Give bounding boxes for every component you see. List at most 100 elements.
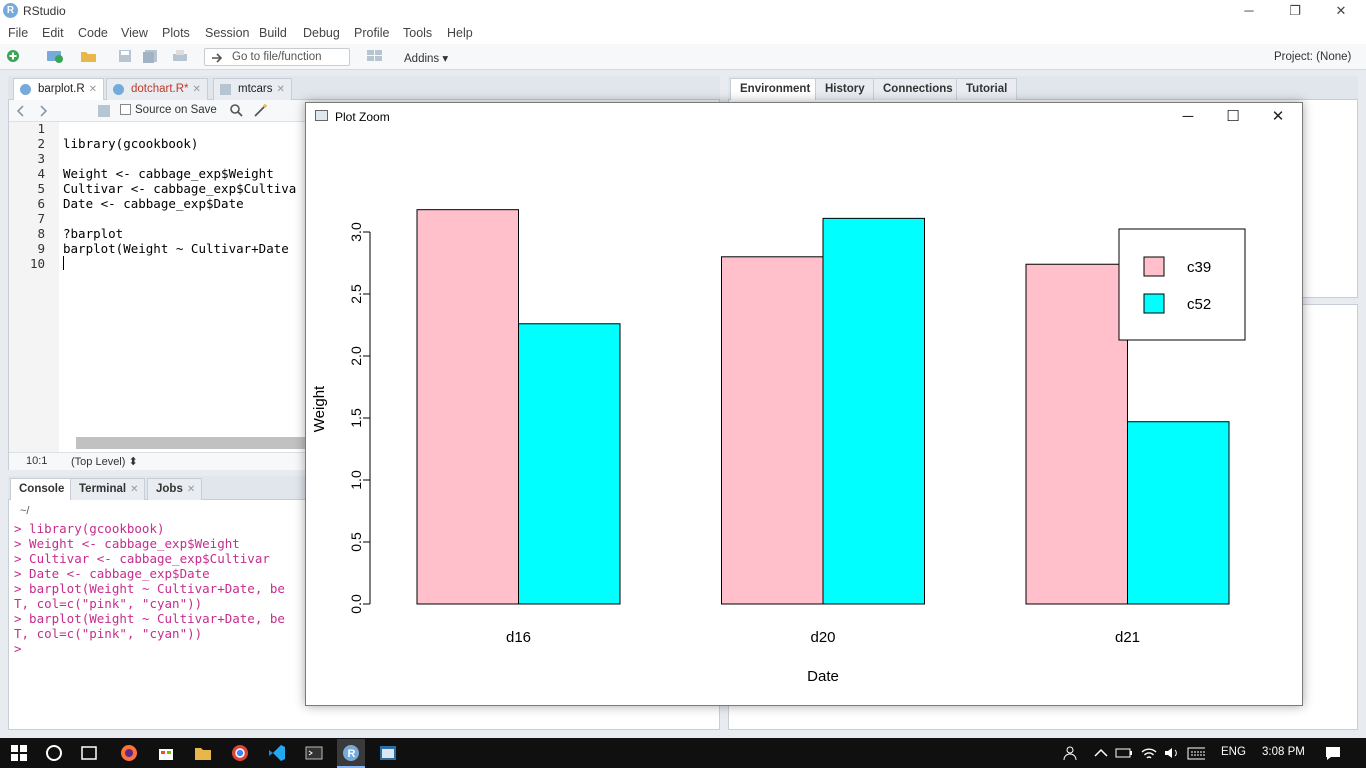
menu-plots[interactable]: Plots (162, 26, 190, 40)
print-icon[interactable] (172, 49, 188, 63)
menu-help[interactable]: Help (447, 26, 473, 40)
tab-environment[interactable]: Environment (730, 78, 821, 100)
line-number: 5 (37, 181, 45, 196)
tab-terminal[interactable]: Terminal ✕ (70, 478, 146, 500)
line-number: 3 (37, 151, 45, 166)
windows-start-icon[interactable] (10, 744, 28, 762)
menu-build[interactable]: Build (259, 26, 287, 40)
menu-edit[interactable]: Edit (42, 26, 64, 40)
search-icon[interactable] (229, 103, 243, 117)
input-language[interactable]: ENG (1221, 746, 1246, 758)
legend-label-c39: c39 (1187, 259, 1211, 276)
search-icon[interactable] (45, 744, 63, 762)
menu-debug[interactable]: Debug (303, 26, 340, 40)
tab-connections[interactable]: Connections (873, 78, 963, 100)
close-icon[interactable]: ✕ (276, 84, 285, 95)
save-all-icon[interactable] (142, 49, 158, 63)
legend-swatch-c39 (1143, 256, 1165, 277)
tab-history[interactable]: History (815, 78, 875, 100)
people-icon[interactable] (1062, 744, 1080, 762)
line-number-gutter (9, 122, 59, 452)
new-project-icon[interactable] (46, 49, 63, 63)
battery-icon[interactable] (1115, 744, 1133, 762)
tab-label: dotchart.R* (131, 83, 189, 95)
plot-close-button[interactable]: ✕ (1271, 108, 1285, 125)
back-forward-icon[interactable] (17, 105, 47, 117)
tab-jobs[interactable]: Jobs ✕ (147, 478, 203, 500)
terminal-icon[interactable] (305, 744, 323, 762)
console-prompt[interactable]: > (14, 641, 30, 656)
chrome-icon[interactable] (231, 744, 249, 762)
minimize-button[interactable]: ─ (1244, 3, 1254, 18)
workspace-panes-icon[interactable] (366, 49, 382, 63)
close-button[interactable]: ✕ (1335, 3, 1347, 18)
menu-view[interactable]: View (121, 26, 148, 40)
close-icon[interactable]: ✕ (88, 84, 98, 95)
source-on-save-checkbox[interactable] (120, 104, 131, 115)
tab-dotchart[interactable]: dotchart.R* ✕ (106, 78, 208, 100)
tab-barplot[interactable]: barplot.R ✕ (13, 78, 105, 100)
horizontal-scrollbar[interactable] (76, 437, 306, 449)
menu-tools[interactable]: Tools (403, 26, 433, 40)
console-line: > Cultivar <- cabbage_exp$Cultivar (14, 551, 270, 566)
goto-file-input[interactable] (204, 48, 350, 66)
menu-profile[interactable]: Profile (354, 26, 390, 40)
keyboard-icon[interactable] (1187, 744, 1205, 762)
scope-selector[interactable]: (Top Level) ⬍ (71, 456, 138, 468)
code-line[interactable]: barplot(Weight ~ Cultivar+Date (63, 241, 289, 256)
code-line[interactable]: Weight <- cabbage_exp$Weight (63, 166, 274, 181)
menu-session[interactable]: Session (205, 26, 250, 40)
save-icon[interactable] (97, 104, 111, 118)
save-icon[interactable] (118, 49, 134, 63)
bar-c39-d16 (416, 209, 519, 605)
close-icon[interactable]: ✕ (192, 84, 201, 95)
taskbar (0, 738, 1366, 768)
plot-maximize-button[interactable]: ☐ (1226, 108, 1240, 125)
magic-wand-icon[interactable] (253, 103, 269, 117)
code-line[interactable]: Date <- cabbage_exp$Date (63, 196, 244, 211)
rstudio-taskbar-button[interactable]: R (337, 739, 365, 768)
code-line[interactable]: library(gcookbook) (63, 136, 199, 151)
code-line[interactable]: Cultivar <- cabbage_exp$Cultiva (63, 181, 297, 196)
working-directory[interactable]: ~/ (20, 505, 30, 517)
open-file-icon[interactable] (80, 49, 96, 63)
addins-dropdown[interactable]: Addins ▾ (404, 53, 449, 65)
goto-arrow-icon (212, 53, 223, 63)
new-file-icon[interactable] (6, 49, 22, 63)
x-tick-label: d20 (810, 629, 835, 646)
tab-label: barplot.R (38, 83, 85, 95)
file-explorer-icon[interactable] (194, 744, 212, 762)
clock[interactable]: 3:08 PM (1262, 746, 1305, 758)
legend-box (1118, 228, 1246, 341)
plot-window-icon[interactable] (379, 744, 397, 762)
wifi-icon[interactable] (1140, 744, 1158, 762)
bar-c52-d16 (518, 323, 621, 605)
task-view-icon[interactable] (80, 744, 98, 762)
line-number: 7 (37, 211, 45, 226)
code-line[interactable]: ?barplot (63, 226, 124, 241)
tab-tutorial[interactable]: Tutorial (956, 78, 1018, 100)
firefox-icon[interactable] (120, 744, 138, 762)
menu-file[interactable]: File (8, 26, 29, 40)
vscode-icon[interactable] (268, 744, 286, 762)
chevron-up-icon[interactable] (1092, 744, 1110, 762)
menu-code[interactable]: Code (78, 26, 108, 40)
restore-button[interactable]: ❐ (1289, 3, 1301, 18)
volume-icon[interactable] (1163, 744, 1181, 762)
console-line: > Date <- cabbage_exp$Date (14, 566, 210, 581)
x-axis-title: Date (807, 668, 839, 685)
project-menu[interactable]: Project: (None) (1274, 51, 1352, 63)
store-icon[interactable] (157, 744, 175, 762)
tab-label: Jobs (156, 483, 183, 495)
tab-mtcars[interactable]: mtcars ✕ (213, 78, 292, 100)
line-number: 2 (37, 136, 45, 151)
bar-chart: 0.0 0.5 1.0 1.5 2.0 2.5 3.0 d16 d20 d21 Date Weight… (311, 209, 1246, 685)
menu-bar: File Edit Code View Plots Session Build … (0, 22, 1366, 44)
close-icon[interactable]: ✕ (130, 484, 139, 495)
legend-swatch-c52 (1143, 293, 1165, 314)
notifications-icon[interactable] (1324, 744, 1342, 762)
tab-console[interactable]: Console (10, 478, 72, 500)
window-title: RStudio (23, 4, 66, 18)
plot-minimize-button[interactable]: ─ (1182, 108, 1194, 125)
close-icon[interactable]: ✕ (186, 484, 196, 495)
